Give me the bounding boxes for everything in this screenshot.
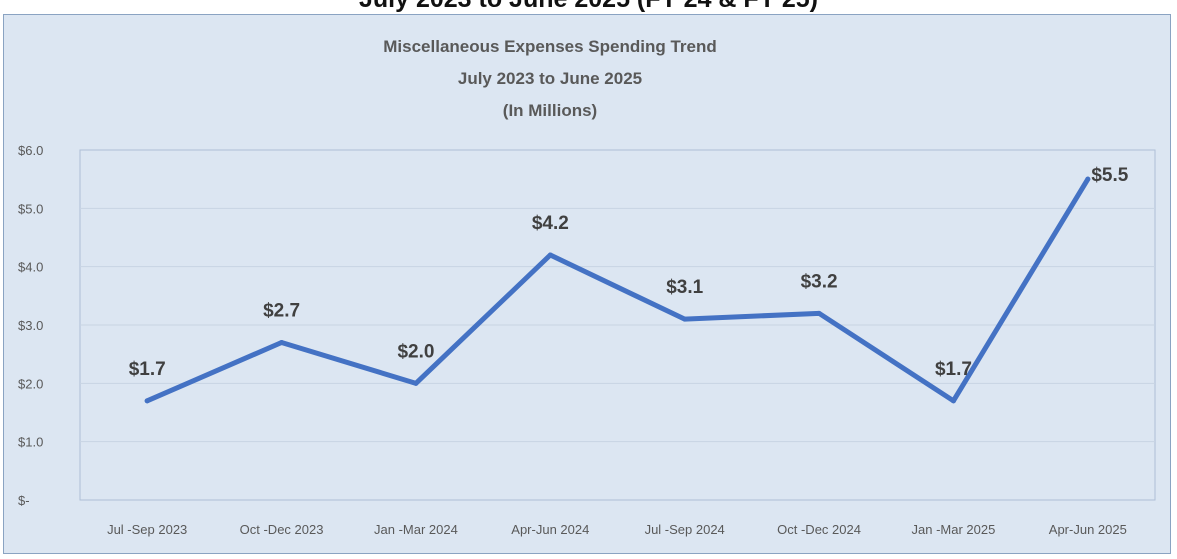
data-point (144, 398, 150, 404)
chart-area (3, 14, 1171, 554)
data-label: $3.2 (801, 271, 838, 292)
data-point (950, 398, 956, 404)
x-tick-label: Jan -Mar 2024 (374, 522, 458, 537)
x-tick-label: Jul -Sep 2023 (107, 522, 187, 537)
y-tick-label: $1.0 (18, 435, 43, 450)
data-label: $2.0 (397, 341, 434, 362)
y-tick-label: $2.0 (18, 376, 43, 391)
chart-title-line-2: July 2023 to June 2025 (458, 69, 642, 88)
data-point (413, 380, 419, 386)
data-label: $3.1 (666, 277, 703, 298)
data-point (816, 310, 822, 316)
x-tick-label: Oct -Dec 2024 (777, 522, 861, 537)
data-label: $1.7 (129, 359, 166, 380)
data-label: $4.2 (532, 213, 569, 234)
x-tick-label: Jul -Sep 2024 (645, 522, 725, 537)
x-tick-label: Apr-Jun 2025 (1049, 522, 1127, 537)
y-tick-label: $4.0 (18, 260, 43, 275)
page-heading: July 2023 to June 2025 (FY 24 & FY 25) (0, 0, 1177, 12)
series-line (144, 176, 1091, 404)
y-tick-label: $3.0 (18, 318, 43, 333)
data-point (279, 340, 285, 345)
data-label: $1.7 (935, 359, 972, 380)
data-point (682, 316, 688, 322)
chart-title-line-1: Miscellaneous Expenses Spending Trend (383, 37, 716, 56)
y-tick-label: $5.0 (18, 201, 43, 216)
x-tick-label: Apr-Jun 2024 (511, 522, 589, 537)
x-tick-label: Jan -Mar 2025 (912, 522, 996, 537)
y-tick-label: $6.0 (18, 143, 43, 158)
x-tick-label: Oct -Dec 2023 (240, 522, 324, 537)
data-label: $5.5 (1091, 165, 1128, 186)
chart-title-line-3: (In Millions) (503, 101, 597, 120)
y-tick-label: $- (18, 493, 30, 508)
data-label: $2.7 (263, 301, 300, 322)
data-point (1085, 176, 1091, 182)
data-point (547, 252, 553, 258)
